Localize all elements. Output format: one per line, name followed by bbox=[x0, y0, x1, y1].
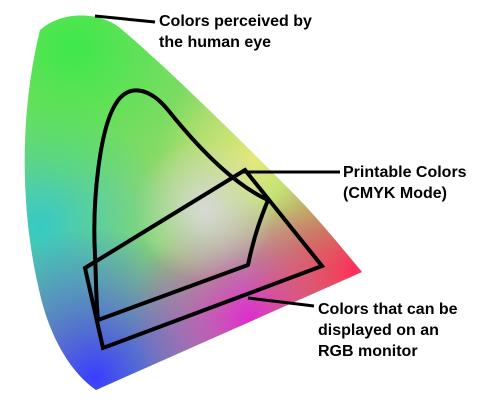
rgb-leader-line bbox=[247, 296, 315, 308]
cmyk-gamut-outline bbox=[92, 88, 270, 322]
rgb-monitor-callout-line-3: RGB monitor bbox=[318, 343, 418, 360]
rgb-monitor-callout: Colors that can be displayed on an RGB m… bbox=[318, 299, 458, 362]
human-eye-leader-line bbox=[94, 14, 156, 24]
human-eye-callout-line-1: Colors perceived by bbox=[159, 13, 312, 30]
human-eye-callout-line-2: the human eye bbox=[159, 34, 272, 51]
printable-colors-callout-line-1: Printable Colors bbox=[343, 164, 467, 181]
printable-colors-callout: Printable Colors (CMYK Mode) bbox=[343, 162, 467, 204]
human-eye-callout: Colors perceived by the human eye bbox=[159, 11, 312, 53]
rgb-monitor-callout-line-1: Colors that can be bbox=[318, 301, 458, 318]
printable-colors-callout-line-2: (CMYK Mode) bbox=[343, 185, 447, 202]
rgb-monitor-callout-line-2: displayed on an bbox=[318, 322, 439, 339]
